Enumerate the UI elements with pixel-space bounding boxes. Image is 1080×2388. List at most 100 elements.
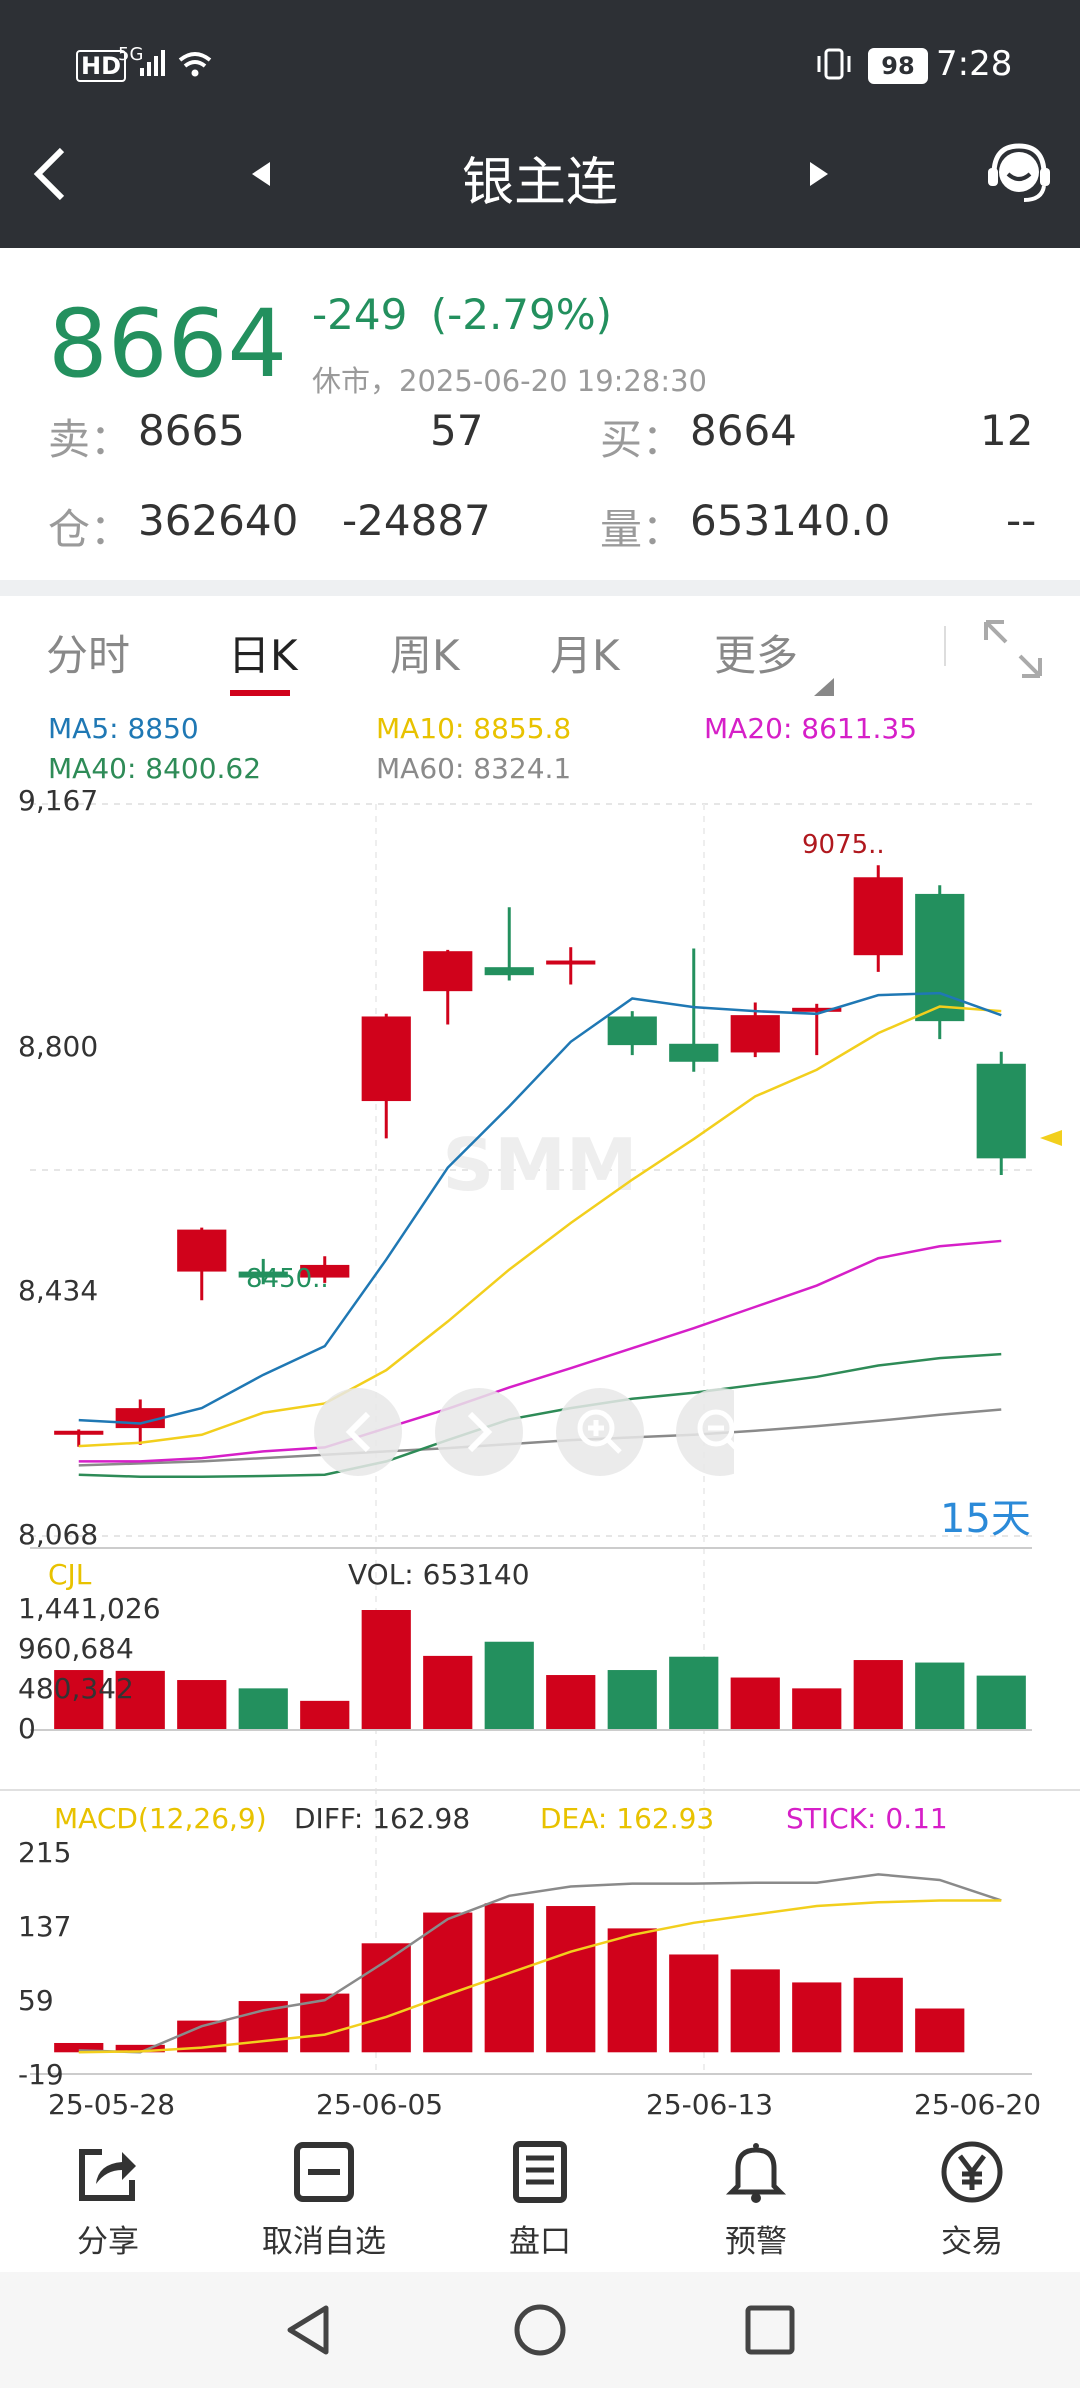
vibrate-icon bbox=[817, 48, 851, 80]
volume-bar bbox=[238, 1688, 288, 1730]
kline-chart[interactable]: SMM bbox=[0, 0, 1080, 2140]
macd-stick-bar bbox=[607, 1928, 657, 2053]
vol-y-tick: 0 bbox=[18, 1712, 36, 1745]
macd-dea-line bbox=[78, 1899, 1002, 2054]
tab-more[interactable]: 更多 bbox=[714, 631, 799, 680]
buy-volume: 12 bbox=[980, 406, 1034, 455]
y-tick: 8,068 bbox=[18, 1518, 99, 1551]
signal-wifi-icon bbox=[140, 50, 212, 77]
volume-bar bbox=[115, 1670, 165, 1730]
remove-watch-label: 取消自选 bbox=[262, 2224, 386, 2260]
tab-daily-k[interactable]: 日K bbox=[228, 631, 298, 680]
trade-label: 交易 bbox=[941, 2224, 1003, 2260]
macd-stick-bar bbox=[423, 1912, 473, 2053]
change-value: -249 bbox=[312, 290, 408, 339]
macd-stick-bar bbox=[915, 2008, 965, 2053]
back-nav-icon[interactable] bbox=[282, 2302, 338, 2358]
ma10-label: MA10: 8855.8 bbox=[376, 712, 572, 745]
volume-bar bbox=[915, 1662, 965, 1730]
volume-bar bbox=[792, 1688, 842, 1730]
system-nav-bar bbox=[0, 2272, 1080, 2388]
volume-bar bbox=[423, 1655, 473, 1730]
clock: 7:28 bbox=[936, 44, 1013, 84]
macd-y-tick: 137 bbox=[18, 1910, 72, 1943]
candle-body bbox=[361, 1016, 411, 1102]
tab-monthly-k[interactable]: 月K bbox=[550, 631, 620, 680]
top-bar: HD 5G 98 7:28 银主连 bbox=[0, 0, 1080, 248]
volume-bar bbox=[607, 1670, 657, 1730]
high-annotation: 9075.. bbox=[802, 830, 885, 860]
hd-badge: HD bbox=[76, 50, 127, 82]
ma20-line bbox=[78, 1239, 1002, 1463]
candle-body bbox=[607, 1016, 657, 1046]
remove-watch-icon bbox=[294, 2142, 354, 2202]
remove-watch-button[interactable]: 取消自选 bbox=[244, 2140, 404, 2261]
candle-body bbox=[546, 960, 596, 965]
next-triangle-icon[interactable] bbox=[808, 160, 830, 188]
ma-lines-layer bbox=[78, 991, 1002, 1478]
macd-diff: DIFF: 162.98 bbox=[294, 1802, 471, 1835]
macd-stick-bar bbox=[853, 1977, 903, 2053]
vol-y-tick: 960,684 bbox=[18, 1632, 134, 1665]
back-arrow-icon[interactable] bbox=[28, 146, 72, 202]
macd-dea: DEA: 162.93 bbox=[540, 1802, 715, 1835]
volume-bar bbox=[546, 1675, 596, 1730]
macd-stick-bar bbox=[792, 1982, 842, 2053]
share-button[interactable]: 分享 bbox=[28, 2140, 188, 2261]
order-book-label: 盘口 bbox=[509, 2224, 571, 2260]
ma40-label: MA40: 8400.62 bbox=[48, 752, 262, 785]
volume-bar bbox=[177, 1680, 227, 1730]
change-percent: (-2.79%) bbox=[430, 290, 613, 339]
battery-level: 98 bbox=[881, 52, 915, 80]
volume-readout: VOL: 653140 bbox=[348, 1558, 530, 1591]
bell-icon bbox=[725, 2143, 787, 2203]
ma60-label: MA60: 8324.1 bbox=[376, 752, 572, 785]
market-status: 休市，2025-06-20 19:28:30 bbox=[312, 364, 707, 398]
ma60-line bbox=[78, 1408, 1002, 1467]
macd-layer bbox=[30, 1873, 1032, 2075]
chart-controls bbox=[314, 1388, 734, 1476]
volume-value: 653140.0 bbox=[690, 496, 891, 545]
battery-icon: 98 bbox=[868, 48, 928, 84]
vol-y-tick: 480,342 bbox=[18, 1672, 134, 1705]
active-tab-indicator bbox=[230, 690, 290, 696]
macd-stick-bar bbox=[669, 1954, 719, 2053]
prev-triangle-icon[interactable] bbox=[250, 160, 272, 188]
buy-price: 8664 bbox=[690, 406, 797, 455]
x-tick: 25-06-05 bbox=[316, 2088, 444, 2121]
fullscreen-icon[interactable] bbox=[982, 618, 1044, 680]
order-book-icon bbox=[513, 2141, 567, 2203]
sell-price: 8665 bbox=[138, 406, 245, 455]
tab-intraday[interactable]: 分时 bbox=[46, 631, 131, 680]
volume-bar bbox=[853, 1660, 903, 1730]
tab-weekly-k[interactable]: 周K bbox=[390, 631, 460, 680]
trade-button[interactable]: 交易 bbox=[892, 2140, 1052, 2261]
range-label[interactable]: 15天 bbox=[940, 1496, 1031, 1542]
volume-title: CJL bbox=[48, 1558, 92, 1591]
macd-stick-bar bbox=[484, 1903, 534, 2053]
last-price-marker bbox=[1040, 1130, 1062, 1146]
candle-body bbox=[177, 1229, 227, 1272]
candles-layer bbox=[54, 865, 1026, 1447]
network-type: 5G bbox=[118, 44, 144, 65]
macd-y-tick: -19 bbox=[18, 2058, 64, 2091]
candle-body bbox=[238, 1271, 288, 1278]
recents-nav-icon[interactable] bbox=[742, 2302, 798, 2358]
candle-body bbox=[484, 967, 534, 976]
y-tick: 8,434 bbox=[18, 1274, 99, 1307]
candle-body bbox=[976, 1063, 1026, 1159]
customer-service-icon[interactable] bbox=[986, 142, 1052, 206]
home-nav-icon[interactable] bbox=[512, 2302, 568, 2358]
volume-bars-layer bbox=[30, 1610, 1032, 1731]
open-interest-label: 仓： bbox=[48, 505, 133, 554]
candle-body bbox=[915, 893, 965, 1022]
candle-body bbox=[792, 1007, 842, 1012]
order-book-button[interactable]: 盘口 bbox=[460, 2140, 620, 2261]
alert-button[interactable]: 预警 bbox=[676, 2140, 836, 2261]
sell-volume: 57 bbox=[430, 406, 484, 455]
volume-bar bbox=[484, 1641, 534, 1730]
volume-label: 量： bbox=[600, 505, 685, 554]
macd-y-tick: 215 bbox=[18, 1836, 72, 1869]
buy-label: 买： bbox=[600, 415, 685, 464]
ma5-label: MA5: 8850 bbox=[48, 712, 199, 745]
